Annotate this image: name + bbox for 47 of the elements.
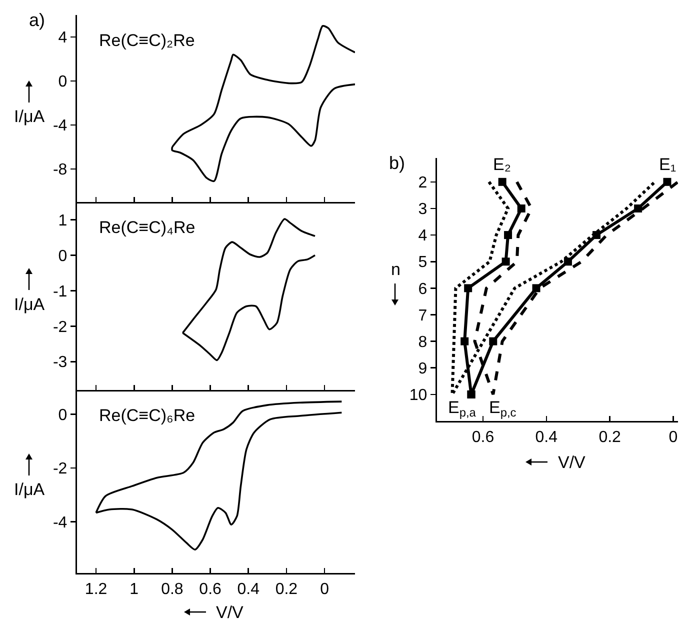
y-tick-label: 8	[418, 334, 428, 351]
y-tick-label: 1	[58, 212, 68, 230]
x-tick-label: 0.2	[275, 580, 298, 598]
x-tick-label: 0	[668, 428, 678, 446]
text: a)	[29, 10, 46, 30]
y-tick-label: 6	[418, 280, 428, 298]
x-tick-label: 0.8	[161, 580, 184, 598]
x-tick-label: 0.4	[237, 580, 260, 598]
y-axis-title: I/μA	[14, 480, 46, 499]
y-tick-label: -3	[52, 354, 68, 372]
y-tick-label: -4	[52, 118, 68, 135]
series-label: E₁	[659, 155, 676, 174]
y-axis-title: I/μA	[14, 107, 46, 126]
x-tick-label: 0.6	[199, 580, 222, 598]
x-axis-title: V/V	[216, 603, 244, 622]
series-label: E₂	[493, 155, 511, 174]
y-tick-label: 0	[58, 248, 68, 265]
y-tick-label: -8	[52, 162, 68, 179]
x-tick-label: 0.2	[598, 428, 622, 446]
y-tick-label: 4	[58, 30, 68, 47]
y-axis-title: I/μA	[14, 295, 46, 314]
text: Re(C≡C)₆Re	[99, 406, 196, 425]
text: Re(C≡C)₂Re	[99, 31, 195, 50]
y-tick-label: -4	[52, 514, 68, 532]
x-tick-label: 1	[130, 580, 139, 598]
text: b)	[389, 153, 406, 173]
y-tick-label: 9	[418, 360, 428, 378]
y-tick-label: -2	[52, 460, 68, 478]
x-tick-label: 0	[320, 580, 330, 598]
y-axis-title: n	[391, 260, 400, 279]
y-tick-label: 5	[418, 254, 428, 272]
y-tick-label: -2	[52, 318, 68, 336]
y-tick-label: 7	[418, 307, 428, 324]
y-tick-label: 0	[58, 406, 68, 424]
y-tick-label: 10	[409, 387, 428, 404]
series-label: E$_{p,c}$	[489, 398, 516, 420]
x-axis-title: V/V	[558, 453, 586, 472]
text: Re(C≡C)₄Re	[99, 218, 196, 237]
x-tick-label: 0.4	[535, 428, 558, 446]
x-tick-label: 1.2	[84, 580, 108, 598]
y-tick-label: 0	[58, 74, 68, 91]
y-tick-label: 2	[418, 174, 428, 192]
y-tick-label: 3	[418, 201, 428, 218]
y-tick-label: -1	[52, 283, 68, 300]
series-label: E$_{p,a}$	[448, 398, 476, 420]
y-tick-label: 4	[418, 228, 428, 245]
x-tick-label: 0.6	[472, 428, 494, 446]
